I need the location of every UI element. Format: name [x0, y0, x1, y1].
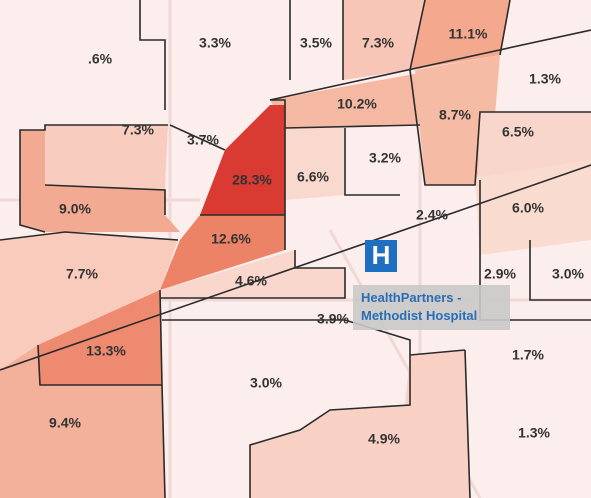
- region-label: 4.6%: [235, 273, 267, 289]
- region-label: 3.3%: [199, 35, 231, 51]
- region-label: 1.3%: [518, 425, 550, 441]
- hospital-label-bg: [353, 285, 510, 330]
- region: [475, 160, 591, 255]
- region-label: 3.9%: [317, 311, 349, 327]
- region-label: 3.5%: [300, 35, 332, 51]
- region: [285, 128, 345, 200]
- region-label: 1.7%: [512, 347, 544, 363]
- region-label: 1.3%: [529, 71, 561, 87]
- region-label: .6%: [88, 51, 113, 67]
- region: [478, 112, 591, 178]
- region: [415, 55, 500, 185]
- region-label: 6.5%: [502, 124, 534, 140]
- region-label: 2.4%: [416, 207, 448, 223]
- region-label: 8.7%: [439, 107, 471, 123]
- region-label: 9.0%: [59, 201, 91, 217]
- region-label: 13.3%: [86, 343, 126, 359]
- region-label: 10.2%: [337, 96, 377, 112]
- region-label: 12.6%: [211, 231, 251, 247]
- region-labels: .6% 3.3% 3.5% 7.3% 11.1% 1.3% 10.2% 8.7% 6.5% 7.3…: [49, 26, 584, 447]
- region: [343, 0, 425, 80]
- region: [20, 130, 180, 232]
- region: [160, 250, 345, 298]
- region-label: 6.6%: [297, 169, 329, 185]
- region: [45, 125, 168, 190]
- region-label: 7.3%: [362, 35, 394, 51]
- hospital-name: Methodist Hospital: [361, 308, 477, 323]
- region: [250, 350, 470, 498]
- region: [38, 290, 162, 385]
- region: [0, 345, 165, 498]
- hospital-marker: H HealthPartners - Methodist Hospital: [353, 240, 510, 330]
- region-label: 3.0%: [552, 266, 584, 282]
- hospital-icon-bg: [365, 240, 397, 272]
- region-label: 7.3%: [122, 122, 154, 138]
- region: [160, 215, 285, 290]
- region-label: 11.1%: [449, 26, 488, 42]
- hospital-name: HealthPartners -: [361, 290, 461, 305]
- region-label: 3.0%: [250, 375, 282, 391]
- region-label: 3.2%: [369, 150, 401, 166]
- region-label: 2.9%: [484, 266, 516, 282]
- region: [200, 105, 285, 215]
- region-label: 4.9%: [368, 431, 400, 447]
- region-label: 6.0%: [512, 200, 544, 216]
- region-label: 28.3%: [232, 172, 272, 188]
- region-label: 3.7%: [187, 132, 219, 148]
- region: [0, 232, 178, 370]
- region-label: 7.7%: [66, 266, 98, 282]
- region-label: 9.4%: [49, 415, 81, 431]
- region: [270, 72, 425, 128]
- hospital-icon: H: [372, 240, 391, 270]
